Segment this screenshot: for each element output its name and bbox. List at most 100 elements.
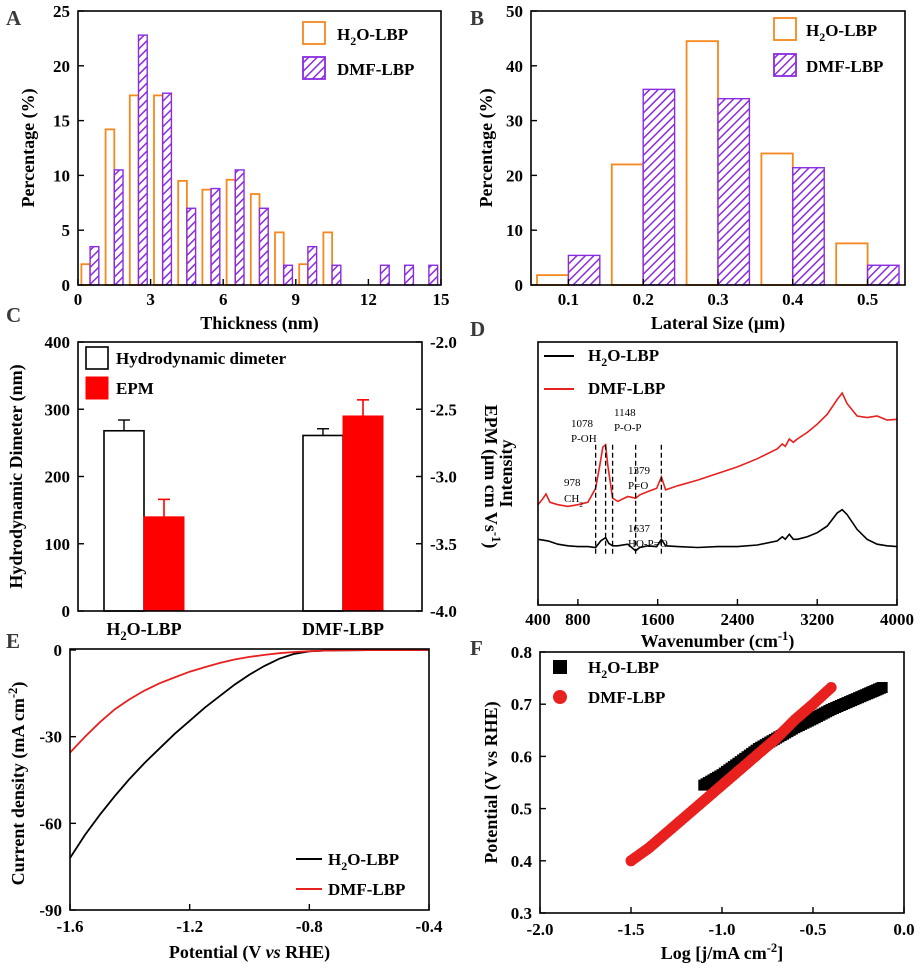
legend-label-e: DMF-LBP: [328, 880, 405, 899]
legend-marker-f-dmf: [553, 690, 567, 704]
bar-a-dmf: [210, 187, 221, 286]
y-tick-label-c: 300: [45, 400, 71, 419]
x-category-label-c-script: 2: [120, 629, 126, 643]
x-axis-label-e-part: Potential (V: [169, 942, 266, 963]
series-line-d-dmf: [537, 391, 898, 508]
y-tick-label-a: 20: [53, 57, 70, 76]
series-line-d-h2o: [537, 508, 898, 552]
bar-a-dmf: [307, 245, 318, 286]
x-tick-label-d: 1600: [641, 610, 675, 629]
bar-b-h2o: [685, 40, 719, 286]
bar-a-dmf: [258, 207, 269, 286]
annotation-group-d-base: CH: [564, 493, 579, 505]
y-tick-label-c: 0: [62, 602, 71, 621]
bar-b-dmf: [866, 264, 900, 286]
legend-label-d-script: 2: [601, 355, 607, 369]
legend-label-c-hydrodynamic: Hydrodynamic dimeter: [116, 349, 287, 368]
bar-a-h2o: [201, 188, 213, 286]
annotation-group-d-base: HO-P=O: [628, 538, 668, 550]
legend-label-b-script: 2: [819, 30, 825, 44]
legend-label-e: H2O-LBP: [328, 850, 399, 873]
y-tick-label-a: 15: [53, 112, 70, 131]
bar-a-dmf: [428, 264, 439, 286]
annotation-wavenumber-d: 1379: [628, 465, 651, 477]
y-tick-label-c: 400: [45, 333, 71, 352]
annotation-wavenumber-d: 1078: [571, 418, 594, 430]
y-tick-label-b: 0: [515, 276, 524, 295]
legend-label-f: DMF-LBP: [588, 688, 665, 707]
bar-a-h2o: [177, 179, 188, 286]
x-tick-label-e: -1.6: [57, 917, 84, 936]
x-tick-label-e: -0.8: [296, 917, 323, 936]
x-tick-label-d: 4000: [880, 610, 914, 629]
bar-c-hydrodynamic: [103, 429, 145, 612]
x-tick-label-a: 9: [292, 290, 301, 309]
chart-d-frame: [537, 341, 898, 606]
y-tick-label-e: -90: [39, 901, 62, 920]
bar-a-h2o: [225, 178, 237, 286]
y2-tick-label-c: -3.0: [430, 468, 457, 487]
x-tick-label-b: 0.1: [558, 290, 579, 309]
annotation-group-d-base: P=O: [628, 480, 648, 492]
panel-label-d: D: [470, 317, 485, 341]
panel-label-f: F: [470, 636, 483, 660]
y-axis-label-d: Intensity: [496, 439, 516, 507]
y-tick-label-e: -60: [39, 814, 62, 833]
legend-swatch-a: [302, 21, 326, 45]
x-axis-label-d-base: Wavenumber (cm: [641, 631, 778, 652]
x-axis-label-f: Log [j/mA cm-2]: [661, 941, 783, 963]
bar-b-dmf: [567, 254, 601, 286]
bar-a-dmf: [283, 264, 294, 286]
x-tick-label-e: -1.2: [176, 917, 203, 936]
bar-a-dmf: [331, 264, 342, 286]
y-tick-label-b: 20: [506, 166, 523, 185]
bar-a-dmf: [379, 264, 390, 286]
y2-axis-label-c-script: -1: [489, 532, 503, 543]
bar-b-dmf: [792, 167, 825, 286]
legend-label-b-tail: O-LBP: [825, 21, 877, 40]
x-category-label-c-base: H: [106, 619, 120, 639]
legend-label-a-script: 2: [350, 34, 356, 48]
legend-label-e-base: H: [328, 850, 341, 869]
legend-label-b: H2O-LBP: [806, 21, 877, 44]
y2-axis-label-c-group: EPM (μm cm Vs-1): [480, 405, 503, 549]
y-tick-label-e: -30: [39, 728, 62, 747]
bar-a-dmf: [137, 34, 148, 286]
x-tick-label-d: 3200: [800, 610, 834, 629]
bar-a-dmf: [89, 245, 100, 286]
legend-label-a-tail: O-LBP: [356, 25, 408, 44]
bar-a-h2o: [298, 263, 309, 286]
x-axis-label-e-part: vs: [266, 942, 281, 962]
y2-axis-label-c: EPM (μm cm Vs-1): [480, 405, 503, 549]
y2-tick-label-c: -4.0: [430, 602, 457, 621]
bar-b-h2o: [536, 274, 570, 286]
legend-label-b-base: H: [806, 21, 819, 40]
y-axis-label-c: Hydrodynamic Dimeter (nm): [6, 364, 27, 588]
bar-a-h2o: [80, 263, 92, 286]
bar-a-dmf: [186, 207, 197, 286]
x-tick-label-d: 2400: [720, 610, 754, 629]
annotation-group-d: CH2: [564, 493, 583, 509]
bar-a-dmf: [161, 92, 173, 286]
legend-swatch-c-epm: [85, 376, 109, 400]
x-category-label-c: H2O-LBP: [106, 619, 181, 643]
y-tick-label-c: 200: [45, 468, 71, 487]
x-tick-label-a: 12: [360, 290, 377, 309]
x-tick-label-e: -0.4: [416, 917, 443, 936]
panel-label-b: B: [470, 6, 484, 30]
y-axis-label-e-group: Current density (mA cm-2): [6, 682, 29, 886]
x-tick-label-a: 3: [146, 290, 155, 309]
y-axis-label-e-script: -2: [6, 688, 20, 699]
legend-label-e-tail: O-LBP: [347, 850, 399, 869]
legend-label-b-base: DMF-LBP: [806, 57, 883, 76]
x-axis-label-d: Wavenumber (cm-1): [641, 629, 795, 652]
x-tick-label-f: 0.0: [893, 920, 914, 939]
bar-b-dmf: [642, 88, 676, 286]
bar-a-h2o: [153, 94, 164, 286]
legend-label-d: DMF-LBP: [588, 379, 665, 398]
legend-label-f: H2O-LBP: [588, 658, 659, 681]
chart-e-frame: [69, 648, 430, 911]
panel-label-e: E: [6, 629, 20, 653]
y-tick-label-a: 0: [62, 276, 71, 295]
bar-c-hydrodynamic: [302, 434, 344, 612]
